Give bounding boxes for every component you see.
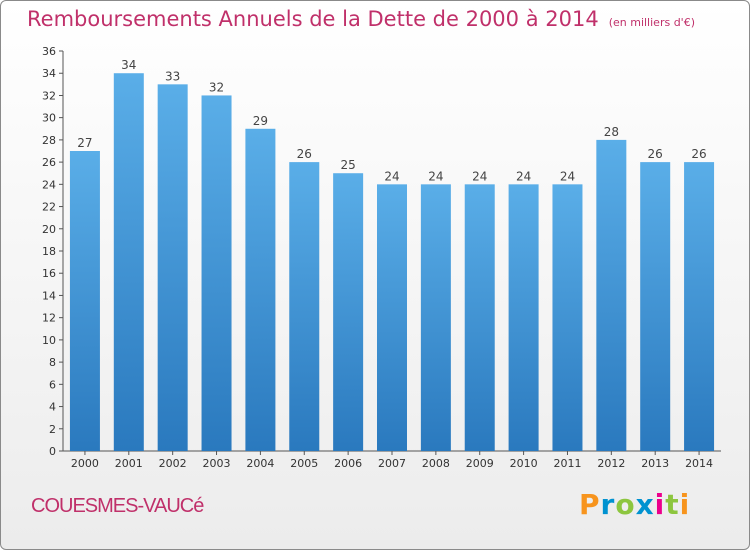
bar-2004	[245, 128, 276, 451]
x-tick-label-2008: 2008	[422, 457, 450, 470]
x-tick-label-2006: 2006	[334, 457, 362, 470]
logo-letter: r	[600, 488, 616, 521]
data-label-2006: 25	[340, 158, 355, 172]
y-tick-label: 32	[42, 89, 56, 102]
y-tick-label: 22	[42, 201, 56, 214]
logo-letter: x	[635, 488, 655, 521]
data-label-2012: 28	[604, 125, 619, 139]
x-tick-label-2012: 2012	[597, 457, 625, 470]
logo-letter: P	[579, 488, 601, 521]
commune-name: COUESMES-VAUCé	[31, 495, 204, 517]
y-tick-label: 26	[42, 156, 56, 169]
data-label-2000: 27	[77, 136, 92, 150]
logo-letter: t	[665, 488, 680, 521]
y-tick-label: 0	[49, 445, 56, 458]
x-tick-label-2003: 2003	[203, 457, 231, 470]
y-tick-label: 30	[42, 112, 56, 125]
y-tick-label: 20	[42, 223, 56, 236]
x-tick-label-2010: 2010	[510, 457, 538, 470]
bar-2001	[113, 73, 144, 451]
x-tick-label-2011: 2011	[553, 457, 581, 470]
y-tick-label: 34	[42, 67, 56, 80]
data-label-2002: 33	[165, 69, 180, 83]
data-label-2011: 24	[560, 169, 575, 183]
x-tick-label-2014: 2014	[685, 457, 713, 470]
x-tick-label-2002: 2002	[159, 457, 187, 470]
bar-2006	[333, 173, 364, 451]
bar-2010	[508, 184, 539, 452]
bar-2003	[201, 95, 232, 451]
data-label-2014: 26	[691, 147, 706, 161]
x-tick-label-2013: 2013	[641, 457, 669, 470]
data-label-2001: 34	[121, 58, 136, 72]
proxiti-logo[interactable]: Proxiti	[579, 488, 690, 521]
x-tick-label-2001: 2001	[115, 457, 143, 470]
chart-title-text: Remboursements Annuels de la Dette de 20…	[27, 7, 599, 31]
x-tick-label-2000: 2000	[71, 457, 99, 470]
y-tick-label: 18	[42, 245, 56, 258]
y-tick-label: 16	[42, 267, 56, 280]
y-tick-label: 14	[42, 289, 56, 302]
x-tick-label-2005: 2005	[290, 457, 318, 470]
y-tick-label: 12	[42, 312, 56, 325]
data-label-2004: 29	[253, 114, 268, 128]
bar-2009	[464, 184, 495, 452]
logo-letter: i	[654, 488, 666, 521]
y-tick-label: 10	[42, 334, 56, 347]
y-tick-label: 6	[49, 378, 56, 391]
chart-title: Remboursements Annuels de la Dette de 20…	[27, 7, 695, 31]
x-tick-label-2007: 2007	[378, 457, 406, 470]
logo-letter: o	[615, 488, 636, 521]
data-label-2008: 24	[428, 169, 443, 183]
data-label-2010: 24	[516, 169, 531, 183]
x-tick-label-2009: 2009	[466, 457, 494, 470]
bar-2005	[289, 162, 320, 451]
data-label-2013: 26	[648, 147, 663, 161]
y-tick-label: 24	[42, 178, 56, 191]
data-label-2007: 24	[384, 169, 399, 183]
y-tick-label: 8	[49, 356, 56, 369]
bar-2011	[552, 184, 583, 452]
data-label-2003: 32	[209, 80, 224, 94]
y-tick-label: 36	[42, 45, 56, 58]
y-tick-label: 4	[49, 401, 56, 414]
bar-2000	[69, 151, 100, 451]
chart-bars: 27 34 33 32 29 26 25 24 24 24 24 24 28 26 26	[69, 58, 715, 452]
bar-2002	[157, 84, 188, 451]
bar-2007	[377, 184, 407, 452]
logo-letter: i	[679, 488, 691, 521]
bar-2013	[640, 162, 671, 451]
bar-2012	[596, 139, 627, 451]
y-tick-label: 2	[49, 423, 56, 436]
data-label-2005: 26	[297, 147, 312, 161]
y-tick-label: 28	[42, 134, 56, 147]
bar-2014	[684, 162, 715, 451]
data-label-2009: 24	[472, 169, 487, 183]
x-tick-label-2004: 2004	[246, 457, 274, 470]
bar-2008	[420, 184, 451, 452]
chart-unit: (en milliers d'€)	[608, 16, 695, 29]
